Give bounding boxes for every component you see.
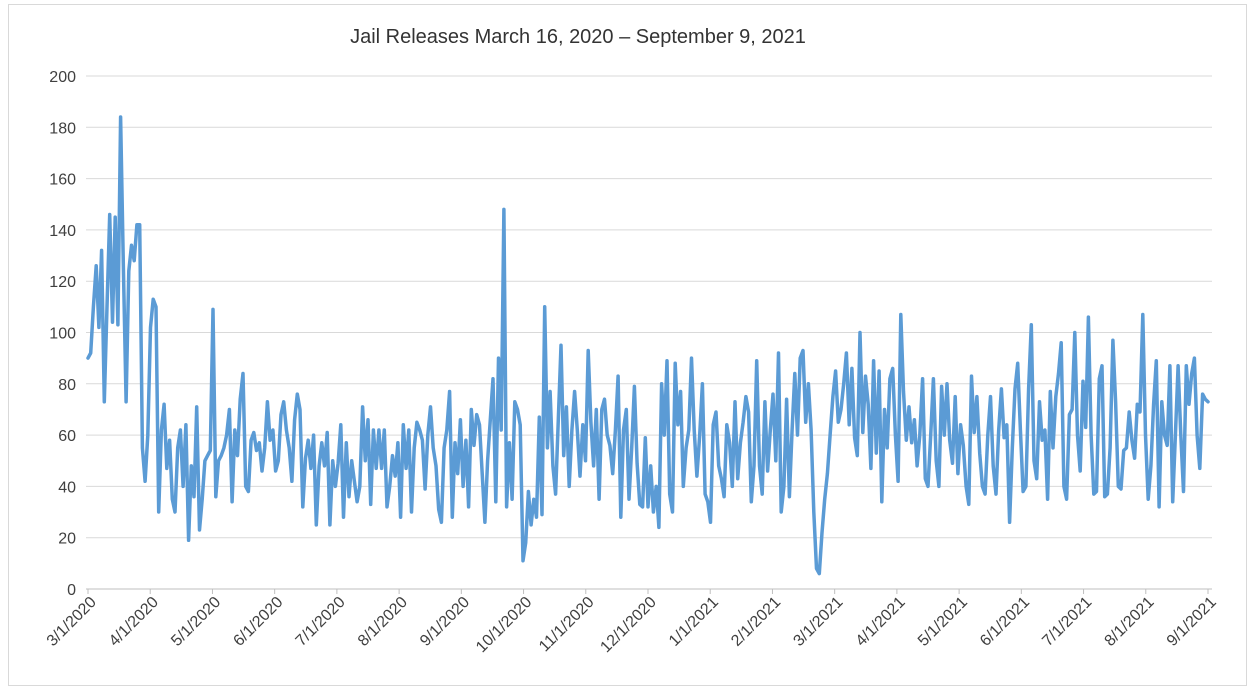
x-tick-label: 4/1/2021 — [853, 594, 909, 650]
y-tick-label: 160 — [49, 172, 76, 189]
x-tick-label: 4/1/2020 — [106, 594, 162, 650]
x-tick-label: 9/1/2020 — [417, 594, 473, 650]
y-axis-ticks: 0 20 40 60 80 100 120 140 160 180 200 — [49, 69, 76, 599]
x-tick-label: 7/1/2021 — [1039, 594, 1095, 650]
x-tick-label: 2/1/2021 — [728, 594, 784, 650]
x-tick-label: 6/1/2020 — [230, 594, 286, 650]
x-tick-label: 6/1/2021 — [977, 594, 1033, 650]
x-tick-label: 10/1/2020 — [473, 594, 535, 656]
y-tick-label: 40 — [58, 479, 76, 496]
x-tick-label: 5/1/2020 — [168, 594, 224, 650]
x-tick-label: 12/1/2020 — [597, 594, 659, 656]
y-tick-label: 140 — [49, 223, 76, 240]
y-tick-label: 20 — [58, 531, 76, 548]
y-tick-label: 180 — [49, 120, 76, 137]
y-tick-label: 60 — [58, 428, 76, 445]
y-tick-label: 100 — [49, 326, 76, 343]
chart-title: Jail Releases March 16, 2020 – September… — [350, 26, 806, 48]
y-tick-label: 200 — [49, 69, 76, 86]
y-tick-label: 0 — [67, 582, 76, 599]
series-line — [86, 115, 1210, 576]
y-tick-label: 120 — [49, 274, 76, 291]
x-tick-label: 8/1/2020 — [355, 594, 411, 650]
series-layer — [86, 115, 1210, 576]
x-tick-label: 11/1/2020 — [536, 594, 598, 656]
gridlines — [86, 75, 1212, 539]
x-tick-label: 8/1/2021 — [1102, 594, 1158, 650]
x-tick-label: 3/1/2020 — [44, 594, 100, 650]
x-tick-label: 9/1/2021 — [1164, 594, 1220, 650]
x-tick-label: 1/1/2021 — [666, 594, 722, 650]
x-tick-label: 3/1/2021 — [790, 594, 846, 650]
x-tick-label: 5/1/2021 — [915, 594, 971, 650]
x-axis-ticks: 3/1/2020 4/1/2020 5/1/2020 6/1/2020 7/1/2020… — [44, 589, 1220, 656]
x-tick-label: 7/1/2020 — [293, 594, 349, 650]
y-tick-label: 80 — [58, 377, 76, 394]
